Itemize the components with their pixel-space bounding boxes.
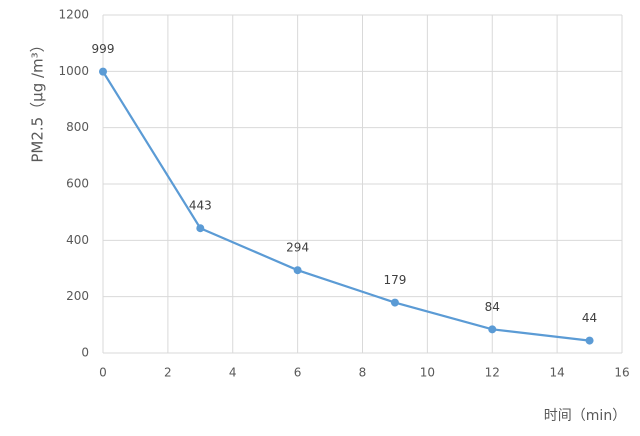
marker: [390, 298, 399, 307]
data-label: 443: [189, 199, 212, 213]
marker: [196, 224, 205, 233]
data-label: 294: [286, 241, 309, 255]
data-label: 999: [92, 42, 115, 56]
y-tick-label: 200: [66, 289, 89, 303]
x-tick-label: 6: [294, 366, 302, 380]
y-tick-label: 1000: [58, 64, 89, 78]
y-tick-label: 600: [66, 177, 89, 191]
marker: [488, 325, 497, 334]
x-tick-label: 16: [614, 366, 629, 380]
marker: [585, 336, 594, 345]
x-tick-label: 12: [485, 366, 500, 380]
x-tick-label: 10: [420, 366, 435, 380]
data-label: 44: [582, 311, 597, 325]
x-tick-label: 14: [549, 366, 564, 380]
y-tick-label: 0: [81, 346, 89, 360]
data-label: 84: [485, 300, 500, 314]
marker: [293, 266, 302, 275]
data-label: 179: [383, 273, 406, 287]
x-axis-label: 时间（min）: [544, 408, 626, 424]
y-tick-label: 800: [66, 120, 89, 134]
x-tick-label: 0: [99, 366, 107, 380]
y-axis-label: PM2.5（μg /m³）: [29, 37, 47, 162]
line: [102, 71, 590, 342]
x-tick-label: 4: [229, 366, 237, 380]
y-tick-label: 1200: [58, 8, 89, 22]
x-tick-label: 8: [359, 366, 367, 380]
y-tick-label: 400: [66, 233, 89, 247]
marker: [99, 67, 107, 76]
x-tick-label: 2: [164, 366, 172, 380]
